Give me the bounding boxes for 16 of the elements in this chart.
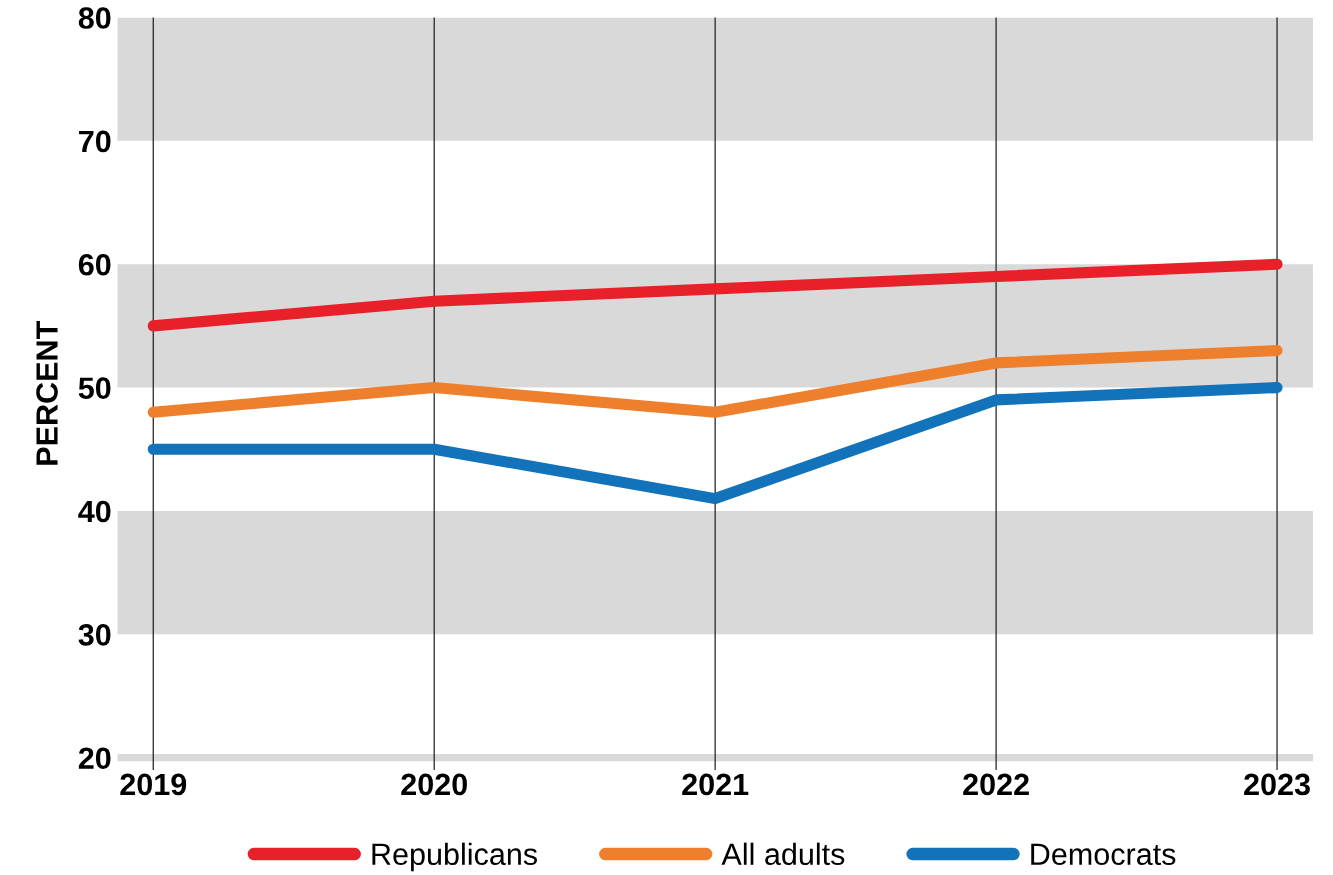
y-tick-label: 60 [78,253,111,276]
y-tick-label: 80 [78,7,111,29]
y-tick-label: 50 [78,377,111,399]
y-tick-label: 70 [79,130,111,153]
x-tick-label: 2021 [682,773,749,796]
x-tick-label: 2022 [963,773,1029,796]
x-tick-label: 2019 [120,773,187,796]
legend-label: All adults [721,842,845,866]
y-tick-label: 30 [78,624,111,646]
legend-label: Republicans [372,842,538,872]
y-axis-title: PERCENT [36,321,58,465]
y-tick-label: 40 [78,500,111,523]
x-tick-label: 2020 [401,773,467,796]
y-tick-label: 20 [78,747,111,770]
legend-label: Democrats [1031,843,1176,866]
x-tick-label: 2023 [1244,773,1310,796]
